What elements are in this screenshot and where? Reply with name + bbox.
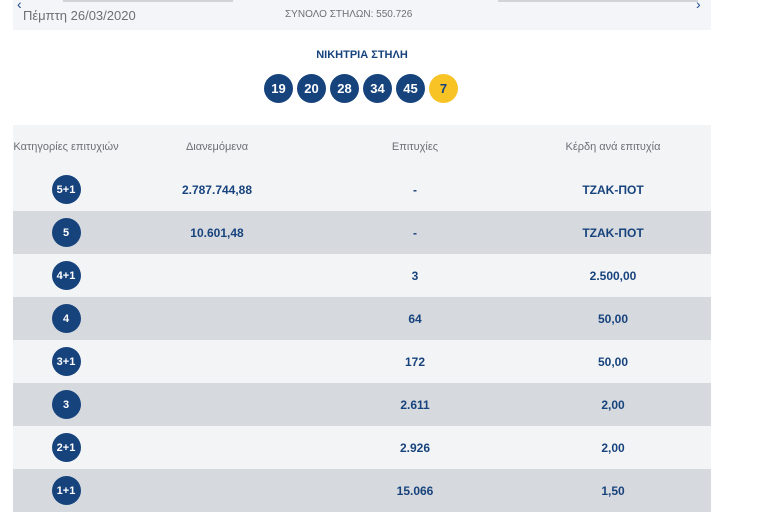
winning-numbers: 19 20 28 34 45 7 (264, 74, 458, 103)
winners-cell: 2.926 (399, 440, 431, 455)
prize-cell: 2,00 (601, 440, 625, 455)
divider (498, 0, 698, 2)
category-cell: 3+1 (13, 347, 119, 376)
prize-cell: ΤΖΑΚ-ΠΟΤ (582, 225, 644, 240)
number-ball: 20 (297, 74, 326, 103)
winners-cell: - (413, 225, 417, 240)
table-row: 5 10.601,48 - ΤΖΑΚ-ΠΟΤ (13, 211, 711, 254)
category-badge: 2+1 (51, 433, 81, 462)
draw-date: Πέμπτη 26/03/2020 (23, 8, 136, 23)
number-ball: 28 (330, 74, 359, 103)
category-badge: 5+1 (51, 175, 81, 204)
winners-cell: 15.066 (396, 483, 434, 498)
prize-cell: ΤΖΑΚ-ΠΟΤ (582, 182, 644, 197)
number-ball: 45 (396, 74, 425, 103)
category-cell: 4+1 (13, 261, 119, 290)
prev-draw-arrow-icon[interactable]: ‹ (17, 0, 22, 12)
distributed-cell: 2.787.744,88 (181, 182, 253, 197)
prize-cell: 50,00 (597, 311, 629, 326)
category-cell: 5+1 (13, 175, 119, 204)
total-columns: ΣΥΝΟΛΟ ΣΤΗΛΩΝ: 550.726 (285, 9, 413, 20)
draw-info-card (13, 0, 711, 30)
category-badge: 1+1 (51, 476, 81, 505)
prize-table: Κατηγορίες επιτυχιών Διανεμόμενα Επιτυχί… (13, 125, 711, 512)
table-row: 3+1 172 50,00 (13, 340, 711, 383)
header-prize: Κέρδη ανά επιτυχία (565, 140, 661, 153)
distributed-cell: 10.601,48 (190, 225, 244, 240)
number-ball: 34 (363, 74, 392, 103)
joker-ball: 7 (429, 74, 458, 103)
next-draw-arrow-icon[interactable]: › (696, 0, 701, 12)
header-category: Κατηγορίες επιτυχιών (13, 140, 119, 153)
table-row: 2+1 2.926 2,00 (13, 426, 711, 469)
winners-cell: - (413, 182, 417, 197)
winning-title: ΝΙΚΗΤΡΙΑ ΣΤΗΛΗ (316, 49, 408, 61)
category-badge: 3+1 (51, 347, 81, 376)
table-row: 5+1 2.787.744,88 - ΤΖΑΚ-ΠΟΤ (13, 168, 711, 211)
winners-cell: 3 (411, 268, 419, 283)
category-cell: 5 (13, 218, 119, 247)
category-cell: 1+1 (13, 476, 119, 505)
category-badge: 3 (51, 390, 81, 419)
table-header: Κατηγορίες επιτυχιών Διανεμόμενα Επιτυχί… (13, 125, 711, 168)
divider (63, 0, 233, 2)
prize-cell: 2,00 (601, 397, 625, 412)
prize-cell: 2.500,00 (589, 268, 637, 283)
prize-cell: 1,50 (601, 483, 625, 498)
category-cell: 2+1 (13, 433, 119, 462)
table-row: 1+1 15.066 1,50 (13, 469, 711, 512)
header-winners: Επιτυχίες (391, 140, 439, 153)
table-row: 4+1 3 2.500,00 (13, 254, 711, 297)
number-ball: 19 (264, 74, 293, 103)
category-cell: 3 (13, 390, 119, 419)
table-row: 3 2.611 2,00 (13, 383, 711, 426)
winners-cell: 64 (408, 311, 422, 326)
winners-cell: 172 (404, 354, 426, 369)
table-row: 4 64 50,00 (13, 297, 711, 340)
category-badge: 4 (51, 304, 81, 333)
winners-cell: 2.611 (400, 397, 430, 412)
category-badge: 5 (51, 218, 81, 247)
prize-cell: 50,00 (597, 354, 629, 369)
category-cell: 4 (13, 304, 119, 333)
header-distributed: Διανεμόμενα (185, 140, 249, 153)
category-badge: 4+1 (51, 261, 81, 290)
